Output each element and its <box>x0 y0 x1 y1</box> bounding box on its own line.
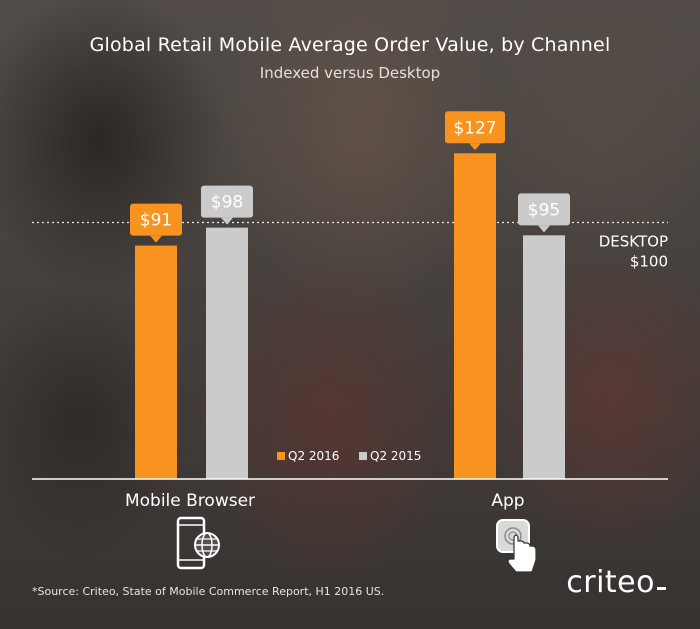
bar-q2-2015-mobile-browser <box>206 227 248 479</box>
bar-q2-2016-app <box>454 153 496 480</box>
data-label-box-1-1 <box>518 193 570 226</box>
data-label-box-1-0 <box>201 185 253 218</box>
category-label-app: App <box>491 491 525 511</box>
data-label-pointer-0-1 <box>469 143 481 151</box>
bar-q2-2016-mobile-browser <box>135 245 177 479</box>
app-tap-icon <box>496 519 537 573</box>
source-note: *Source: Criteo, State of Mobile Commerc… <box>32 585 385 598</box>
phone-globe-icon <box>176 516 220 570</box>
data-label-pointer-0-0 <box>150 235 162 243</box>
legend-entry-1: Q2 2015 <box>370 449 421 463</box>
data-label-box-0-1 <box>445 111 505 144</box>
criteo-logo: criteo <box>566 565 666 600</box>
desktop-reference-label: DESKTOP <box>599 233 668 251</box>
data-label-1-0: $98 <box>211 193 243 213</box>
data-label-pointer-1-1 <box>538 225 550 233</box>
chart-title: Global Retail Mobile Average Order Value… <box>89 34 611 56</box>
data-label-1-1: $95 <box>528 200 560 220</box>
data-label-pointer-1-0 <box>221 217 233 225</box>
chart-subtitle: Indexed versus Desktop <box>259 64 441 82</box>
desktop-reference-value: $100 <box>630 253 668 271</box>
bar-q2-2015-app <box>523 235 565 479</box>
legend-swatch-1 <box>359 452 367 460</box>
data-label-0-1: $127 <box>453 118 496 138</box>
legend-swatch-0 <box>277 452 285 460</box>
legend-entry-0: Q2 2016 <box>288 449 339 463</box>
data-label-box-0-0 <box>130 203 182 236</box>
category-label-mobile-browser: Mobile Browser <box>124 491 256 511</box>
data-label-0-0: $91 <box>140 211 172 231</box>
